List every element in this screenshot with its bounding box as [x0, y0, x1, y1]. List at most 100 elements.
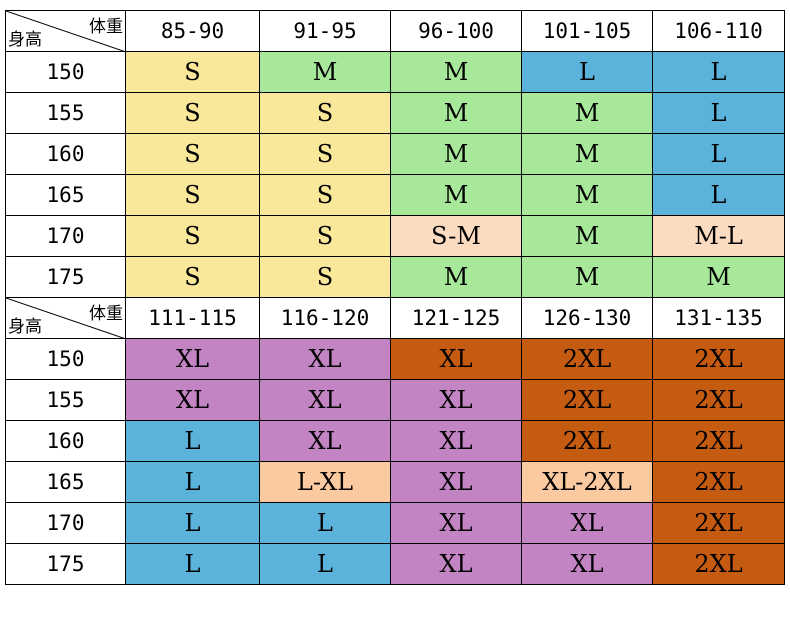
size-cell: L	[652, 133, 785, 175]
size-cell: 2XL	[652, 338, 785, 380]
size-cell: M	[390, 256, 522, 298]
weight-axis-label: 体重	[89, 17, 123, 37]
size-cell: L	[125, 543, 260, 585]
size-cell: S	[259, 174, 391, 216]
size-cell: XL	[390, 379, 522, 421]
size-cell: 2XL	[652, 379, 785, 421]
size-cell: 2XL	[652, 461, 785, 503]
height-cell: 170	[5, 502, 126, 544]
size-cell: XL	[125, 379, 260, 421]
size-cell: M	[390, 92, 522, 134]
height-cell: 155	[5, 92, 126, 134]
table-row: 165 L L-XL XL XL-2XL 2XL	[5, 461, 785, 503]
size-cell: S	[125, 215, 260, 257]
size-cell: M	[259, 51, 391, 93]
height-cell: 150	[5, 51, 126, 93]
table-row: 160 L XL XL 2XL 2XL	[5, 420, 785, 462]
table-row: 155 XL XL XL 2XL 2XL	[5, 379, 785, 421]
size-cell: XL	[390, 543, 522, 585]
table-row: 155 S S M M L	[5, 92, 785, 134]
height-cell: 175	[5, 256, 126, 298]
size-cell: M-L	[652, 215, 785, 257]
size-cell: 2XL	[521, 379, 653, 421]
size-cell: M	[390, 51, 522, 93]
size-cell: M	[390, 174, 522, 216]
table-row: 165 S S M M L	[5, 174, 785, 216]
weight-range-header: 121-125	[390, 297, 522, 339]
size-cell: L	[652, 174, 785, 216]
size-cell: XL	[259, 420, 391, 462]
table-row: 170 L L XL XL 2XL	[5, 502, 785, 544]
height-cell: 160	[5, 133, 126, 175]
diagonal-divider	[6, 298, 124, 338]
size-cell: M	[521, 133, 653, 175]
size-cell: M	[390, 133, 522, 175]
size-cell: S	[259, 133, 391, 175]
height-cell: 160	[5, 420, 126, 462]
table-row: 175 S S M M M	[5, 256, 785, 298]
weight-range-header: 131-135	[652, 297, 785, 339]
size-cell: S	[259, 256, 391, 298]
height-cell: 165	[5, 174, 126, 216]
size-cell: L	[125, 461, 260, 503]
table-row: 150 S M M L L	[5, 51, 785, 93]
size-cell: L	[652, 92, 785, 134]
weight-range-header: 96-100	[390, 10, 522, 52]
height-axis-label: 身高	[8, 30, 42, 50]
weight-range-header: 116-120	[259, 297, 391, 339]
weight-axis-label: 体重	[89, 304, 123, 324]
diagonal-divider	[6, 11, 124, 51]
height-cell: 155	[5, 379, 126, 421]
size-cell: 2XL	[652, 502, 785, 544]
corner-header-cell: 体重身高	[5, 10, 126, 52]
weight-header-row: 体重 身高 85-90 91-95 96-100 101-105 106-110	[5, 10, 785, 52]
corner-header-cell: 体重身高	[5, 297, 126, 339]
size-cell: M	[521, 174, 653, 216]
weight-range-header: 126-130	[521, 297, 653, 339]
size-cell: 2XL	[521, 420, 653, 462]
size-cell: XL	[259, 379, 391, 421]
size-cell: XL	[259, 338, 391, 380]
height-cell: 170	[5, 215, 126, 257]
table-row: 170 S S S-M M M-L	[5, 215, 785, 257]
size-cell: 2XL	[652, 420, 785, 462]
size-chart-body: 体重 身高 85-90 91-95 96-100 101-105 106-110 150 S M M…	[5, 10, 785, 585]
size-cell: L	[125, 502, 260, 544]
size-cell: XL	[390, 338, 522, 380]
weight-range-header: 101-105	[521, 10, 653, 52]
size-cell: XL	[521, 543, 653, 585]
table-row: 160 S S M M L	[5, 133, 785, 175]
size-cell: L	[259, 543, 391, 585]
weight-header-row: 体重 身高 111-115 116-120 121-125 126-130 131-135	[5, 297, 785, 339]
size-cell: XL	[390, 420, 522, 462]
height-axis-label: 身高	[8, 317, 42, 337]
size-cell: S	[125, 51, 260, 93]
size-cell: L	[652, 51, 785, 93]
size-cell: XL	[390, 461, 522, 503]
size-cell: XL	[390, 502, 522, 544]
size-cell: S	[259, 92, 391, 134]
size-cell: XL	[521, 502, 653, 544]
size-cell: M	[521, 256, 653, 298]
weight-range-header: 106-110	[652, 10, 785, 52]
table-row: 175 L L XL XL 2XL	[5, 543, 785, 585]
size-cell: M	[652, 256, 785, 298]
height-cell: 175	[5, 543, 126, 585]
size-cell: L	[125, 420, 260, 462]
size-chart-table: 体重 身高 85-90 91-95 96-100 101-105 106-110 150 S M M…	[5, 10, 785, 585]
weight-range-header: 85-90	[125, 10, 260, 52]
size-cell: XL-2XL	[521, 461, 653, 503]
size-cell: L-XL	[259, 461, 391, 503]
size-cell: S	[125, 256, 260, 298]
height-cell: 165	[5, 461, 126, 503]
table-row: 150 XL XL XL 2XL 2XL	[5, 338, 785, 380]
size-cell: 2XL	[521, 338, 653, 380]
weight-range-header: 111-115	[125, 297, 260, 339]
size-cell: 2XL	[652, 543, 785, 585]
size-cell: L	[521, 51, 653, 93]
height-cell: 150	[5, 338, 126, 380]
size-cell: L	[259, 502, 391, 544]
size-cell: M	[521, 92, 653, 134]
size-cell: XL	[125, 338, 260, 380]
size-cell: S	[125, 133, 260, 175]
